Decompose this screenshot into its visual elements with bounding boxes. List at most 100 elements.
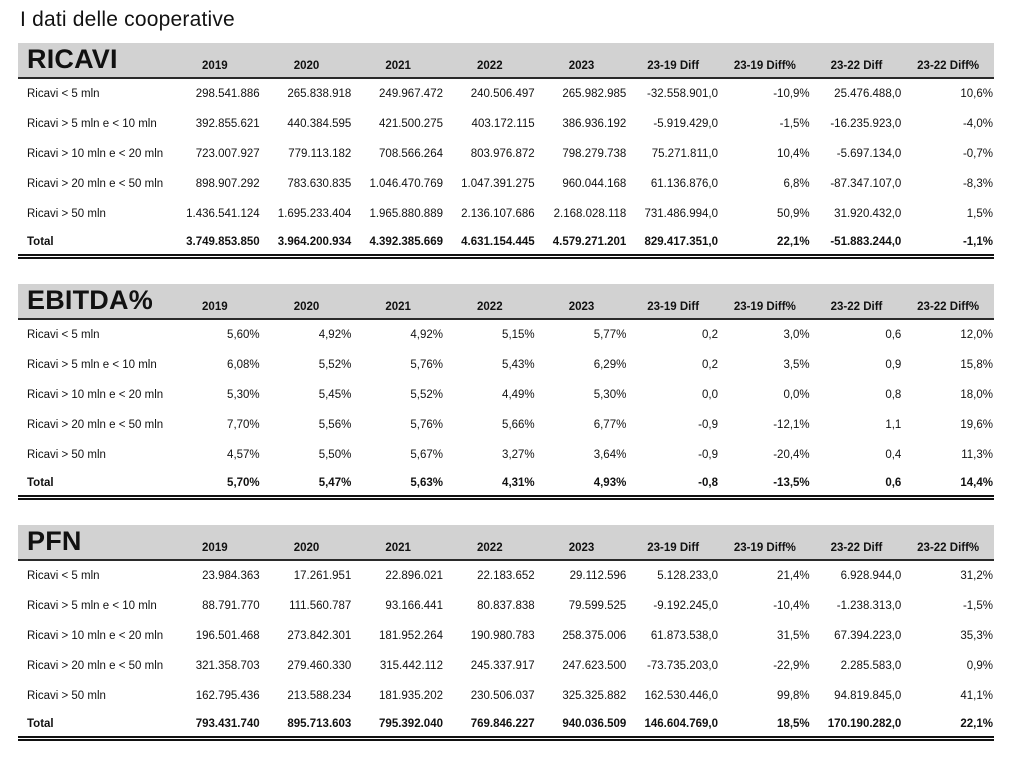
value-cell: 3,0% xyxy=(783,329,810,341)
value-cell: 4,31% xyxy=(502,476,535,489)
value-cell: 795.392.040 xyxy=(379,717,443,730)
value-cell: -16.235.923,0 xyxy=(830,118,902,130)
value-cell: 170.190.282,0 xyxy=(827,717,902,730)
value-cell: 0,8 xyxy=(885,389,902,401)
value-cell: 3.964.200.934 xyxy=(277,235,352,248)
row-label: Ricavi < 5 mln xyxy=(27,88,100,100)
value-cell: 31,2% xyxy=(960,570,993,582)
value-cell: 18,5% xyxy=(777,717,810,730)
value-cell: 80.837.838 xyxy=(477,600,535,612)
value-cell: -1,5% xyxy=(962,600,993,612)
ebitda-table-body: Ricavi < 5 mln 5,60% 4,92% 4,92% 5,15% 5,77% 0… xyxy=(18,320,994,500)
column-header: 23-19 Diff% xyxy=(733,60,796,72)
value-cell: 0,6 xyxy=(885,329,902,341)
value-cell: 708.566.264 xyxy=(379,148,443,160)
value-cell: 29.112.596 xyxy=(569,570,627,582)
row-label: Ricavi > 5 mln e < 10 mln xyxy=(27,359,157,371)
column-header: 2019 xyxy=(202,542,228,554)
value-cell: 0,9% xyxy=(966,660,993,672)
page-title: I dati delle cooperative xyxy=(20,8,235,31)
value-cell: 4,49% xyxy=(502,389,535,401)
value-cell: 5,60% xyxy=(227,329,260,341)
column-header: 2020 xyxy=(293,301,320,313)
value-cell: -87.347.107,0 xyxy=(830,178,902,190)
value-cell: 5,70% xyxy=(227,476,260,489)
value-cell: 17.261.951 xyxy=(293,570,352,582)
value-cell: 960.044.168 xyxy=(562,178,627,190)
value-cell: -0,8 xyxy=(698,476,718,489)
value-cell: 10,6% xyxy=(960,88,993,100)
value-cell: 35,3% xyxy=(960,630,993,642)
value-cell: 22,1% xyxy=(777,235,810,248)
row-label: Ricavi > 50 mln xyxy=(27,208,106,220)
value-cell: 230.506.037 xyxy=(470,690,535,702)
value-cell: 421.500.275 xyxy=(379,118,443,130)
value-cell: 4.631.154.445 xyxy=(461,235,535,248)
value-cell: 0,4 xyxy=(885,449,902,461)
value-cell: 5,15% xyxy=(502,329,535,341)
value-cell: 0,2 xyxy=(701,359,718,371)
table-row: Ricavi > 10 mln e < 20 mln 723.007.927 779… xyxy=(18,139,994,169)
value-cell: 23.984.363 xyxy=(202,570,260,582)
value-cell: 5,76% xyxy=(410,359,443,371)
value-cell: 265.982.985 xyxy=(562,88,627,100)
column-header: 2022 xyxy=(477,542,503,554)
value-cell: 5,52% xyxy=(410,389,443,401)
value-cell: 769.846.227 xyxy=(470,717,535,730)
value-cell: 793.431.740 xyxy=(195,717,260,730)
column-header: 2021 xyxy=(385,301,411,313)
column-header: 2022 xyxy=(477,301,503,313)
column-header: 23-22 Diff xyxy=(830,542,883,554)
value-cell: 0,6 xyxy=(885,476,902,489)
value-cell: 240.506.497 xyxy=(470,88,535,100)
column-header: 2021 xyxy=(385,542,411,554)
table-row: Ricavi < 5 mln 5,60% 4,92% 4,92% 5,15% 5,77% 0… xyxy=(18,320,994,350)
value-cell: -32.558.901,0 xyxy=(647,88,718,100)
value-cell: 0,0 xyxy=(701,389,718,401)
value-cell: 15,8% xyxy=(960,359,993,371)
value-cell: 5,77% xyxy=(593,329,627,341)
value-cell: 265.838.918 xyxy=(287,88,352,100)
value-cell: -73.735.203,0 xyxy=(647,660,718,672)
value-cell: 245.337.917 xyxy=(470,660,535,672)
table-row: Ricavi > 5 mln e < 10 mln 392.855.621 440.… xyxy=(18,109,994,139)
value-cell: 190.980.783 xyxy=(470,630,535,642)
value-cell: 315.442.112 xyxy=(379,660,443,672)
value-cell: -12,1% xyxy=(773,419,810,431)
value-cell: 1.047.391.275 xyxy=(461,178,535,190)
value-cell: 31,5% xyxy=(777,630,810,642)
table-row: Ricavi > 20 mln e < 50 mln 7,70% 5,56% 5,76… xyxy=(18,410,994,440)
row-label: Total xyxy=(27,476,54,489)
value-cell: 5,67% xyxy=(410,449,443,461)
value-cell: -8,3% xyxy=(962,178,993,190)
column-header: 23-19 Diff% xyxy=(733,301,796,313)
value-cell: 440.384.595 xyxy=(287,118,352,130)
value-cell: -51.883.244,0 xyxy=(830,235,902,248)
value-cell: 61.136.876,0 xyxy=(650,178,718,190)
value-cell: -4,0% xyxy=(962,118,993,130)
value-cell: -10,9% xyxy=(773,88,810,100)
column-header: 23-19 Diff xyxy=(647,60,700,72)
value-cell: 162.530.446,0 xyxy=(644,690,718,702)
value-cell: -1,5% xyxy=(779,118,810,130)
value-cell: 5,52% xyxy=(318,359,352,371)
value-cell: 6,8% xyxy=(783,178,810,190)
value-cell: -1,1% xyxy=(962,235,993,248)
column-header: 23-19 Diff% xyxy=(733,542,796,554)
value-cell: 22.183.652 xyxy=(477,570,535,582)
value-cell: 4.579.271.201 xyxy=(552,235,627,248)
value-cell: 5,63% xyxy=(410,476,443,489)
value-cell: -9.192.245,0 xyxy=(653,600,718,612)
value-cell: -1.238.313,0 xyxy=(836,600,902,612)
table-ricavi: RICAVI 2019 2020 2021 2022 2023 23-19 Diff 23-… xyxy=(18,43,994,259)
row-label: Ricavi > 5 mln e < 10 mln xyxy=(27,600,157,612)
value-cell: 11,3% xyxy=(961,449,993,461)
value-cell: 14,4% xyxy=(960,476,993,489)
value-cell: 22.896.021 xyxy=(385,570,443,582)
value-cell: 213.588.234 xyxy=(287,690,352,702)
value-cell: 392.855.621 xyxy=(195,118,260,130)
column-header: 2023 xyxy=(568,60,595,72)
value-cell: 403.172.115 xyxy=(471,118,535,130)
value-cell: 258.375.006 xyxy=(562,630,627,642)
